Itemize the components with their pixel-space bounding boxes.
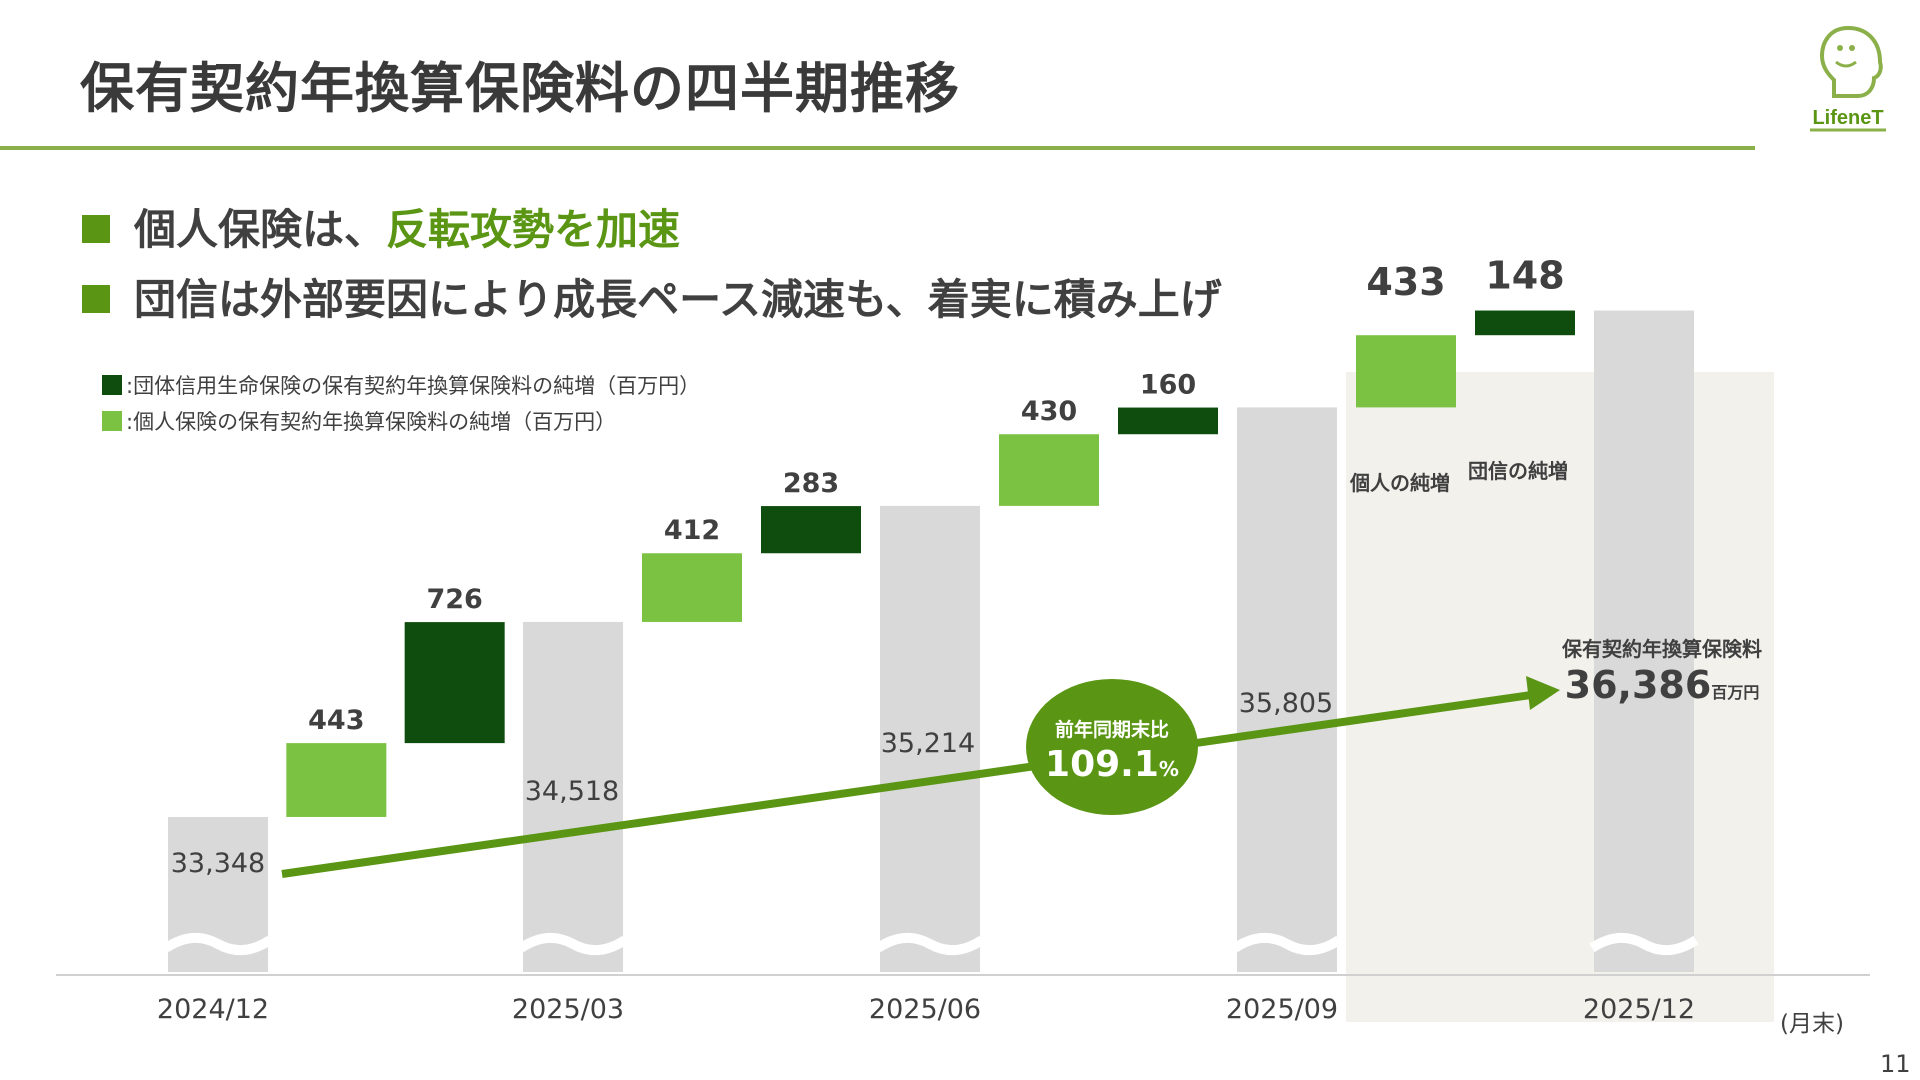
total-value-label: 33,348 [171, 848, 265, 879]
growth-arrow-head [1526, 676, 1560, 710]
yoy-label: 前年同期末比 [1055, 718, 1169, 741]
individual-increase-bar [286, 743, 387, 817]
yoy-value: 109.1% [1045, 744, 1179, 785]
unit-note: (月末) [1780, 1011, 1844, 1037]
group-increase-label: 148 [1485, 254, 1564, 298]
individual-increase-caption: 個人の純増 [1349, 471, 1450, 495]
axis-break-icon [163, 933, 273, 955]
highlight-region [1346, 372, 1774, 1022]
total-bar [880, 505, 980, 972]
group-increase-bar [1475, 310, 1575, 336]
total-bar [1594, 310, 1694, 972]
category-label: 2025/03 [512, 994, 624, 1025]
category-label: 2025/06 [869, 994, 981, 1025]
total-bar [1237, 407, 1337, 973]
group-increase-label: 160 [1140, 370, 1196, 401]
title-divider [0, 146, 1755, 150]
individual-increase-bar [999, 434, 1099, 506]
legend-item-individual: :個人保険の保有契約年換算保険料の純増（百万円） [102, 406, 616, 436]
legend-swatch-group [102, 375, 122, 395]
individual-increase-bar [1356, 335, 1456, 408]
logo-text: LifeneT [1812, 107, 1883, 129]
axis-break-icon [1232, 933, 1342, 955]
individual-increase-label: 430 [1021, 396, 1077, 427]
bullet-item-2: 団信は外部要因により成長ペース減速も、着実に積み上げ [82, 266, 1222, 327]
category-label: 2025/09 [1226, 994, 1338, 1025]
axis-break-icon [518, 933, 628, 955]
bullet-highlight: 反転攻勢を加速 [386, 205, 681, 254]
group-increase-bar [1118, 407, 1218, 435]
group-increase-label: 726 [426, 584, 482, 615]
individual-increase-label: 412 [664, 515, 720, 546]
group-increase-bar [404, 622, 505, 744]
total-value-label: 34,518 [525, 776, 619, 807]
group-increase-caption: 団信の純増 [1468, 459, 1568, 483]
legend-item-group: :団体信用生命保険の保有契約年換算保険料の純増（百万円） [102, 370, 700, 400]
total-value-label: 35,805 [1239, 688, 1333, 719]
final-caption: 保有契約年換算保険料 [1561, 637, 1762, 661]
bullet-square-icon [82, 214, 110, 243]
lifenet-logo: LifeneT [1810, 25, 1886, 132]
total-bar [523, 621, 623, 972]
page-title: 保有契約年換算保険料の四半期推移 [80, 57, 960, 120]
individual-increase-label: 443 [308, 705, 364, 736]
group-increase-bar [761, 506, 861, 554]
group-increase-label: 283 [783, 468, 839, 499]
bullet-square-icon [82, 284, 110, 313]
category-label: 2024/12 [157, 994, 269, 1025]
yoy-badge [1026, 679, 1198, 815]
axis-break-icon [1589, 933, 1699, 955]
page-number: 11 [1880, 1050, 1911, 1078]
growth-arrow [281, 690, 1539, 878]
individual-increase-label: 433 [1366, 260, 1445, 304]
individual-increase-bar [642, 553, 742, 622]
legend-swatch-individual [102, 411, 122, 431]
total-value-label: 35,214 [881, 728, 975, 759]
axis-break-icon [875, 933, 985, 955]
final-value: 36,386百万円 [1565, 663, 1760, 707]
bullet-item-1: 個人保険は、反転攻勢を加速 [82, 196, 680, 257]
category-label: 2025/12 [1583, 994, 1695, 1025]
